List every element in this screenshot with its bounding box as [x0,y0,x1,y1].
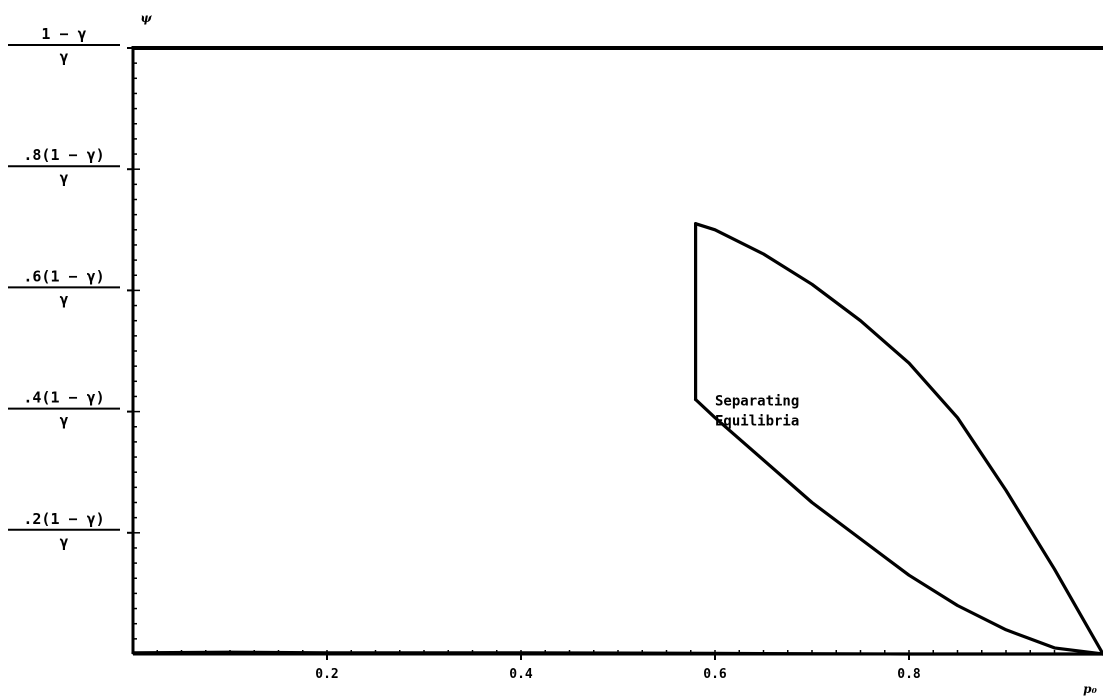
x-tick-label: 0.6 [703,667,727,682]
y-tick-numerator: .8(1 − γ) [23,146,104,164]
annotation-line: Separating [715,394,799,410]
y-tick-numerator: 1 − γ [41,25,86,43]
y-tick-denominator: γ [59,412,68,430]
series-lines [131,222,1103,656]
y-tick-denominator: γ [59,169,68,187]
y-tick-denominator: γ [59,48,68,66]
series-line-1 [693,397,1103,656]
axis-labels: ψ p₀ Separating Equilibria [140,11,1097,696]
y-tick-numerator: .2(1 − γ) [23,510,104,528]
x-tick-label: 0.2 [315,667,338,682]
y-tick-numerator: .6(1 − γ) [23,267,104,285]
series-line-3 [131,650,1103,656]
x-tick-label: 0.4 [509,667,533,682]
y-axis-label: ψ [140,11,152,25]
y-tick-numerator: .4(1 − γ) [23,389,104,407]
y-axis-ticks: .2(1 − γ) γ .4(1 − γ) γ .6(1 − γ) γ .8(1 − γ) γ… [8,25,140,640]
y-tick-denominator: γ [59,533,68,551]
x-tick-label: 0.8 [897,667,921,682]
x-axis-label: p₀ [1083,682,1097,696]
y-tick-denominator: γ [59,290,68,308]
plot-frame [131,46,1103,656]
annotation-line: Equilibria [715,414,799,430]
series-line-0 [693,222,1103,656]
